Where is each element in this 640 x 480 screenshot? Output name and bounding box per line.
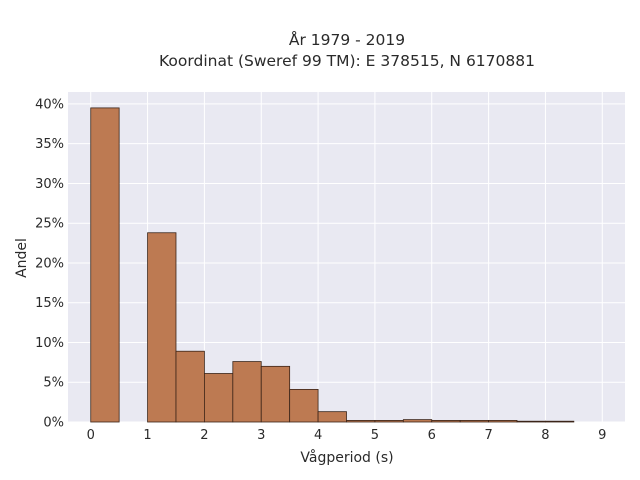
histogram-bar bbox=[346, 420, 376, 423]
x-tick-label: 8 bbox=[541, 428, 549, 443]
chart-title-line1: År 1979 - 2019 bbox=[289, 30, 405, 49]
x-axis-label: Vågperiod (s) bbox=[300, 449, 393, 466]
x-axis-ticks: 0 1 2 3 4 5 6 7 8 9 bbox=[87, 428, 607, 443]
y-tick-label: 5% bbox=[43, 376, 64, 391]
y-axis-ticks: 0% 5% 10% 15% 20% 25% 30% 35% 40% bbox=[35, 97, 64, 430]
y-tick-label: 40% bbox=[35, 97, 64, 112]
histogram-bar bbox=[317, 411, 347, 423]
chart-title-line2: Koordinat (Sweref 99 TM): E 378515, N 61… bbox=[159, 52, 535, 70]
histogram-bar bbox=[260, 365, 291, 423]
histogram-bar bbox=[232, 361, 262, 423]
y-tick-label: 20% bbox=[35, 256, 64, 271]
y-tick-label: 30% bbox=[35, 177, 64, 192]
histogram-bar bbox=[289, 388, 319, 423]
histogram-bar bbox=[488, 420, 518, 423]
histogram-bar bbox=[402, 419, 433, 423]
y-tick-label: 10% bbox=[35, 336, 64, 351]
x-tick-label: 7 bbox=[484, 428, 492, 443]
x-tick-label: 2 bbox=[200, 428, 208, 443]
histogram-bar bbox=[175, 350, 205, 423]
x-tick-label: 4 bbox=[314, 428, 322, 443]
histogram-bars bbox=[90, 107, 575, 423]
x-tick-label: 3 bbox=[257, 428, 265, 443]
histogram-bar bbox=[374, 420, 404, 423]
histogram-bar bbox=[147, 232, 177, 423]
y-tick-label: 25% bbox=[35, 217, 64, 232]
x-tick-label: 9 bbox=[598, 428, 606, 443]
x-tick-label: 1 bbox=[143, 428, 151, 443]
histogram-bar bbox=[431, 420, 461, 423]
histogram-bar bbox=[459, 420, 489, 423]
y-tick-label: 35% bbox=[35, 137, 64, 152]
x-tick-label: 5 bbox=[371, 428, 379, 443]
x-tick-label: 0 bbox=[87, 428, 95, 443]
histogram-bar bbox=[90, 107, 120, 423]
histogram-bar bbox=[516, 420, 546, 423]
x-tick-label: 6 bbox=[428, 428, 436, 443]
y-tick-label: 0% bbox=[43, 416, 64, 431]
histogram-bar bbox=[204, 373, 234, 423]
y-tick-label: 15% bbox=[35, 296, 64, 311]
y-axis-label: Andel bbox=[14, 238, 30, 278]
histogram-bar bbox=[545, 420, 575, 423]
